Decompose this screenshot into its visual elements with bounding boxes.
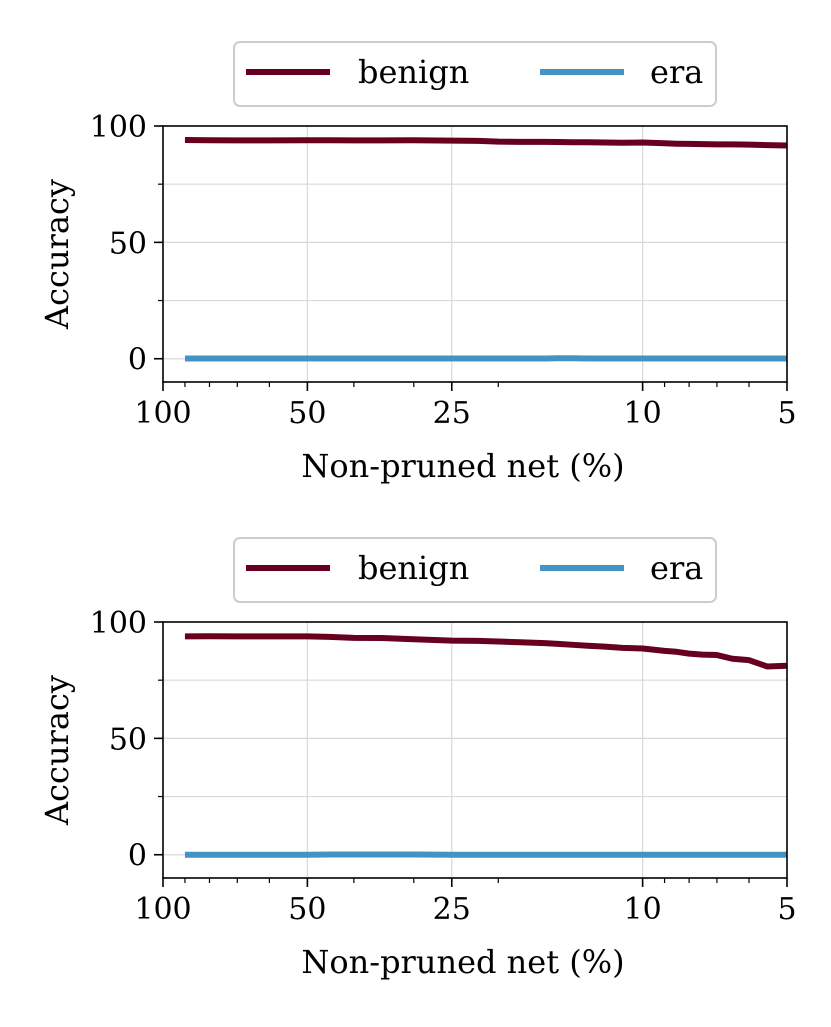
x-tick-label: 100 [134,396,191,431]
y-axis-label: Accuracy [38,675,76,826]
x-tick-label: 5 [777,892,796,927]
y-tick-label: 0 [128,839,147,874]
plot-frame [162,125,788,383]
legend-label-benign: benign [358,549,469,587]
plot-frame [162,621,788,879]
x-tick-label: 25 [433,396,471,431]
x-tick-label: 50 [288,892,326,927]
series-line-benign [184,136,788,149]
x-axis-label: Non-pruned net (%) [301,447,624,485]
x-tick-label: 50 [288,396,326,431]
y-tick-label: 50 [109,722,147,757]
legend-label-era: era [650,549,703,587]
y-tick-label: 100 [90,110,147,145]
x-tick-label: 10 [624,396,662,431]
x-tick-label: 10 [624,892,662,927]
x-tick-label: 5 [777,396,796,431]
legend-label-era: era [650,53,703,91]
y-tick-label: 100 [90,606,147,641]
x-tick-label: 100 [134,892,191,927]
legend: benign era [233,41,717,107]
x-axis-label: Non-pruned net (%) [301,943,624,981]
legend-label-benign: benign [358,53,469,91]
y-axis-label: Accuracy [38,179,76,330]
series-line-benign [184,633,788,670]
x-tick-label: 25 [433,892,471,927]
y-tick-label: 0 [128,343,147,378]
y-tick-label: 50 [109,226,147,261]
legend-box [233,537,717,603]
legend: benign era [233,537,717,603]
legend-box [233,41,717,107]
